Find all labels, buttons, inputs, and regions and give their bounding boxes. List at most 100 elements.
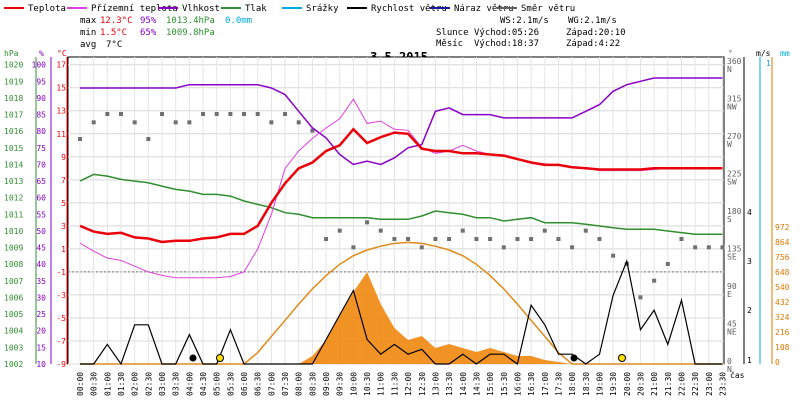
pct-tick: 90 bbox=[36, 94, 46, 103]
x-tick-label: 07:30 bbox=[281, 372, 290, 396]
pct-tick: 40 bbox=[36, 260, 46, 269]
wind-dir-point bbox=[419, 245, 424, 250]
x-tick-label: 22:00 bbox=[677, 372, 686, 396]
wind-dir-point bbox=[529, 237, 534, 241]
x-tick-label: 00:30 bbox=[90, 372, 99, 396]
wind-dir-point bbox=[228, 112, 233, 116]
dir-tick: 45 bbox=[727, 320, 737, 329]
x-tick-label: 04:30 bbox=[199, 372, 208, 396]
legend-label: Tlak bbox=[245, 4, 267, 14]
ms-tick: 1 bbox=[747, 356, 752, 365]
hpa-tick: 1011 bbox=[4, 210, 23, 219]
hpa-tick: 1013 bbox=[4, 177, 23, 186]
hpa-tick: 1019 bbox=[4, 77, 23, 86]
wind-dir-point bbox=[542, 228, 547, 233]
degc-unit-label: °C bbox=[57, 49, 67, 58]
x-tick-label: 15:30 bbox=[500, 372, 509, 396]
wind-dir-point bbox=[515, 237, 520, 241]
legend-label: Teplota bbox=[28, 4, 66, 14]
legend-label: Srážky bbox=[306, 4, 339, 14]
x-tick-label: 06:30 bbox=[254, 372, 263, 396]
hpa-tick: 1017 bbox=[4, 111, 23, 120]
x-tick-label: 04:00 bbox=[185, 372, 194, 396]
x-tick-label: 17:00 bbox=[541, 372, 550, 396]
sunset: Západ:20:10 bbox=[566, 28, 626, 38]
mm-tick: 648 bbox=[775, 268, 790, 277]
temp-tick: 1 bbox=[61, 245, 66, 254]
wind-dir-point bbox=[119, 112, 124, 116]
wind-dir-point bbox=[78, 137, 82, 141]
wind-dir-point bbox=[693, 245, 698, 250]
mm-tick: 540 bbox=[775, 283, 790, 292]
moonset-marker bbox=[189, 354, 197, 362]
wind-dir-point bbox=[242, 112, 247, 116]
deg-unit-label: ° bbox=[728, 49, 733, 58]
legend-label: Náraz větru bbox=[454, 4, 514, 14]
x-tick-label: 03:30 bbox=[172, 372, 181, 396]
hpa-tick: 1012 bbox=[4, 194, 23, 203]
pct-tick: 25 bbox=[36, 310, 46, 319]
temp-tick: 7 bbox=[61, 176, 66, 185]
x-tick-label: 10:00 bbox=[349, 372, 358, 396]
dir-letter-tick: NW bbox=[727, 103, 737, 112]
x-tick-label: 01:30 bbox=[117, 372, 126, 396]
dir-letter-tick: SW bbox=[727, 178, 737, 187]
wind-dir-point bbox=[611, 253, 616, 258]
moonrise: Východ:18:37 bbox=[474, 39, 539, 49]
dir-tick: 270 bbox=[727, 132, 742, 141]
ms-tick: 4 bbox=[747, 208, 752, 217]
hpa-tick: 1008 bbox=[4, 260, 23, 269]
x-tick-label: 08:00 bbox=[295, 372, 304, 396]
wind-dir-point bbox=[324, 237, 329, 241]
stat-min-label: min bbox=[80, 28, 96, 38]
x-tick-label: 18:00 bbox=[568, 372, 577, 396]
legend-label: Rychlost větru bbox=[371, 4, 447, 14]
x-tick-label: 19:30 bbox=[609, 372, 618, 396]
wind-dir-point bbox=[679, 237, 684, 241]
mm-tick: 0 bbox=[775, 358, 780, 367]
x-tick-label: 02:30 bbox=[144, 372, 153, 396]
pct-tick: 35 bbox=[36, 277, 46, 286]
hpa-tick: 1009 bbox=[4, 244, 23, 253]
wind-dir-point bbox=[652, 278, 657, 283]
stat-min-temp: 1.5°C bbox=[100, 28, 127, 38]
x-tick-label: 21:00 bbox=[650, 372, 659, 396]
series bbox=[78, 77, 725, 366]
dir-letter-tick: E bbox=[727, 290, 732, 299]
x-tick-label: 13:00 bbox=[431, 372, 440, 396]
mm-tick: 216 bbox=[775, 328, 790, 337]
x-tick-label: 16:30 bbox=[527, 372, 536, 396]
dir-tick: 0 bbox=[727, 357, 732, 366]
temp-tick: 13 bbox=[56, 107, 66, 116]
x-tick-label: 12:30 bbox=[418, 372, 427, 396]
sunrise: Východ:05:26 bbox=[474, 28, 539, 38]
x-tick-label: 15:00 bbox=[486, 372, 495, 396]
wind-dir-point bbox=[474, 237, 479, 241]
hpa-tick: 1002 bbox=[4, 360, 23, 369]
x-tick-label: 06:00 bbox=[240, 372, 249, 396]
x-tick-label: 07:00 bbox=[267, 372, 276, 396]
temp-tick: 11 bbox=[56, 130, 66, 139]
x-tick-label: 01:00 bbox=[103, 372, 112, 396]
pct-unit-label: % bbox=[39, 49, 44, 58]
wind-dir-point bbox=[706, 245, 711, 250]
wind-dir-point bbox=[283, 112, 288, 116]
pct-tick: 20 bbox=[36, 327, 46, 336]
wind-dir-point bbox=[460, 228, 465, 233]
wind-gust-info: WG:2.1m/s bbox=[568, 16, 617, 26]
x-tick-label: 20:30 bbox=[636, 372, 645, 396]
hpa-tick: 1004 bbox=[4, 327, 23, 336]
dir-letter-tick: S bbox=[727, 215, 732, 224]
dir-letter-tick: N bbox=[727, 365, 732, 374]
wind-dir-point bbox=[392, 237, 397, 241]
dir-letter-tick: N bbox=[727, 65, 732, 74]
stat-min-hum: 65% bbox=[140, 28, 157, 38]
ms-tick: 2 bbox=[747, 306, 752, 315]
x-tick-label: 12:00 bbox=[404, 372, 413, 396]
x-tick-label: 08:30 bbox=[308, 372, 317, 396]
mm-tick: 324 bbox=[775, 313, 790, 322]
pressure-line bbox=[79, 173, 723, 236]
moon-label: Měsíc bbox=[436, 39, 463, 49]
stat-max-rain: 0.0mm bbox=[225, 16, 252, 26]
